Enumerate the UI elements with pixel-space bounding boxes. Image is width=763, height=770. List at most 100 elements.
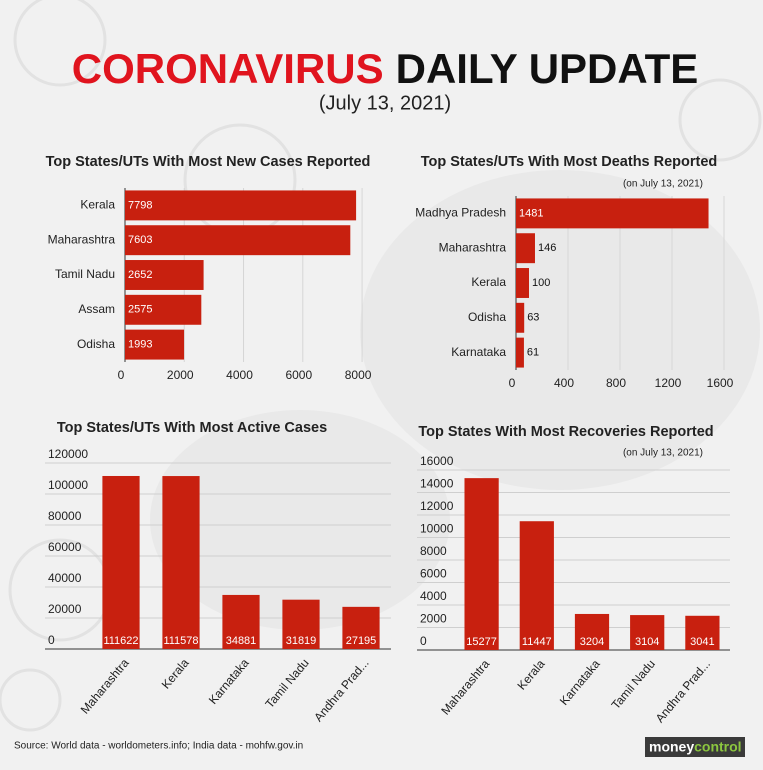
- x-tick-label: 0: [509, 376, 516, 390]
- value-label: 27195: [346, 635, 377, 647]
- y-tick-label: 20000: [48, 602, 82, 616]
- bar: [685, 615, 720, 650]
- main-title: CORONAVIRUS DAILY UPDATE: [72, 45, 699, 92]
- value-label: 3041: [690, 636, 714, 648]
- bar: [630, 615, 665, 650]
- bar: [519, 521, 554, 650]
- x-tick-label: Karnataka: [557, 657, 603, 708]
- x-tick-label: Andhra Prad...: [653, 657, 713, 725]
- y-tick-label: Maharashtra: [48, 232, 116, 246]
- y-tick-label: 120000: [48, 447, 88, 461]
- chart-title: Top States/UTs With Most Deaths Reported: [421, 154, 718, 170]
- logo-box: [645, 737, 745, 757]
- y-tick-label: 100000: [48, 478, 88, 492]
- bar: [222, 594, 260, 649]
- y-tick-label: 4000: [420, 589, 447, 603]
- value-label: 11447: [522, 636, 552, 648]
- bar: [102, 475, 140, 649]
- y-tick-label: Karnataka: [451, 345, 506, 359]
- bar: [574, 613, 610, 650]
- y-tick-label: Assam: [78, 302, 115, 316]
- bar: [516, 198, 709, 229]
- value-label: 100: [532, 277, 550, 289]
- title-red: CORONAVIRUS: [72, 45, 384, 92]
- x-tick-label: 8000: [345, 368, 372, 382]
- x-tick-label: 6000: [285, 368, 312, 382]
- chart-title: Top States With Most Recoveries Reported: [418, 424, 713, 440]
- y-tick-label: Tamil Nadu: [55, 267, 115, 281]
- y-tick-label: Kerala: [471, 275, 506, 289]
- value-label: 111622: [103, 635, 138, 647]
- value-label: 61: [527, 347, 539, 359]
- x-tick-label: Kerala: [515, 657, 548, 693]
- bar: [464, 478, 499, 650]
- logo-control: control: [694, 738, 741, 754]
- value-label: 7603: [128, 234, 152, 246]
- y-tick-label: Kerala: [80, 198, 115, 212]
- title-black: DAILY UPDATE: [396, 45, 699, 92]
- chart-title: Top States/UTs With Most Active Cases: [57, 420, 327, 436]
- value-label: 31819: [286, 635, 317, 647]
- bar: [342, 606, 380, 649]
- x-tick-label: 400: [554, 376, 574, 390]
- y-tick-label: Odisha: [77, 337, 115, 351]
- bar: [125, 329, 185, 360]
- x-tick-label: 800: [606, 376, 626, 390]
- x-tick-label: Andhra Prad...: [311, 656, 371, 724]
- x-tick-label: 2000: [167, 368, 194, 382]
- bar: [125, 190, 357, 221]
- y-tick-label: 6000: [420, 567, 447, 581]
- bar: [282, 599, 320, 649]
- x-tick-label: 4000: [226, 368, 253, 382]
- y-tick-label: 2000: [420, 612, 447, 626]
- y-tick-label: 14000: [420, 477, 454, 491]
- source: Source: World data - worldometers.info; …: [14, 741, 303, 752]
- y-tick-label: Odisha: [468, 310, 506, 324]
- value-label: 2575: [128, 304, 152, 316]
- date: (July 13, 2021): [319, 92, 451, 114]
- y-tick-label: 10000: [420, 522, 454, 536]
- bar: [125, 225, 351, 256]
- value-label: 15277: [466, 636, 497, 648]
- y-tick-label: 60000: [48, 540, 82, 554]
- y-tick-label: Maharashtra: [439, 240, 507, 254]
- x-tick-label: Maharashtra: [438, 657, 492, 718]
- value-label: 1993: [128, 339, 152, 351]
- logo: moneycontrol: [649, 738, 742, 754]
- value-label: 2652: [128, 269, 152, 281]
- bar: [516, 337, 524, 368]
- x-tick-label: Maharashtra: [78, 656, 132, 717]
- chart-subtitle: (on July 13, 2021): [623, 179, 703, 190]
- x-tick-label: Tamil Nadu: [609, 657, 658, 712]
- x-tick-label: 0: [118, 368, 125, 382]
- x-tick-label: Karnataka: [206, 656, 252, 707]
- value-label: 3104: [635, 636, 659, 648]
- bar: [516, 268, 529, 298]
- background-blob: [150, 170, 760, 630]
- x-tick-label: Tamil Nadu: [262, 656, 311, 711]
- value-label: 1481: [519, 207, 543, 219]
- value-label: 146: [538, 242, 556, 254]
- y-tick-label: 0: [420, 634, 427, 648]
- bar: [516, 233, 535, 264]
- x-tick-label: 1200: [655, 376, 682, 390]
- value-label: 3204: [580, 636, 604, 648]
- value-label: 111578: [163, 635, 198, 647]
- bar: [125, 294, 202, 325]
- value-label: 34881: [226, 635, 257, 647]
- y-tick-label: 80000: [48, 509, 82, 523]
- chart-subtitle: (on July 13, 2021): [623, 448, 703, 459]
- y-tick-label: Madhya Pradesh: [415, 206, 506, 220]
- bar: [516, 302, 525, 333]
- logo-money: money: [649, 738, 694, 754]
- y-tick-label: 40000: [48, 571, 82, 585]
- value-label: 63: [527, 312, 539, 324]
- y-tick-label: 8000: [420, 544, 447, 558]
- bar: [125, 260, 204, 290]
- y-tick-label: 0: [48, 633, 55, 647]
- x-tick-label: Kerala: [159, 656, 192, 692]
- y-tick-label: 16000: [420, 454, 454, 468]
- bar: [162, 476, 200, 649]
- y-tick-label: 12000: [420, 499, 454, 513]
